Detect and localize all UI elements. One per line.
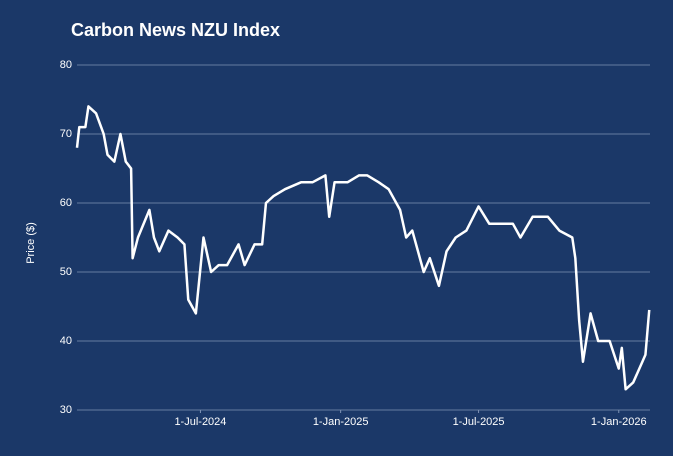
y-axis-label: Price ($) xyxy=(25,222,37,264)
x-tick-label: 1-Jan-2026 xyxy=(591,416,647,428)
x-tick-label: 1-Jul-2024 xyxy=(174,416,226,428)
y-tick-label: 30 xyxy=(60,404,72,416)
y-tick-label: 50 xyxy=(60,266,72,278)
y-tick-label: 80 xyxy=(60,59,72,71)
y-tick-label: 70 xyxy=(60,128,72,140)
y-tick-label: 40 xyxy=(60,335,72,347)
price-line xyxy=(75,105,651,391)
y-tick-label: 60 xyxy=(60,197,72,209)
x-tick-label: 1-Jul-2025 xyxy=(453,416,505,428)
chart-title: Carbon News NZU Index xyxy=(71,20,280,40)
x-tick-label: 1-Jan-2025 xyxy=(313,416,369,428)
